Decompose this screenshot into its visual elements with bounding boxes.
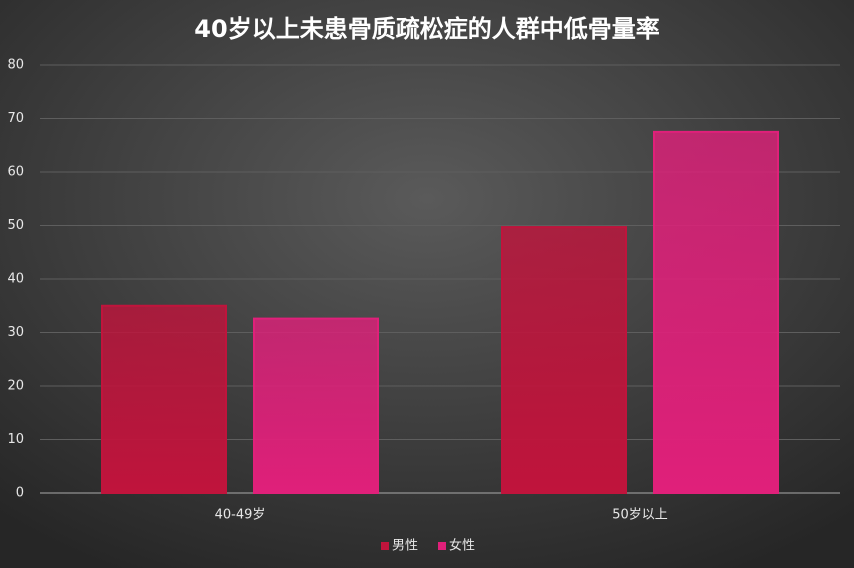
y-tick-label: 0 (16, 486, 24, 501)
y-tick-label: 80 (7, 58, 24, 73)
y-tick-label: 70 (7, 111, 24, 126)
bar (501, 226, 627, 494)
bar (101, 304, 227, 494)
legend-label: 女性 (449, 538, 475, 554)
bar (253, 317, 379, 494)
y-tick-label: 10 (7, 432, 24, 447)
y-tick-label: 50 (7, 218, 24, 233)
y-tick-label: 40 (7, 272, 24, 287)
x-tick-label: 40-49岁 (215, 508, 266, 523)
y-tick-label: 20 (7, 379, 24, 394)
legend-label: 男性 (392, 539, 418, 554)
y-tick-label: 60 (7, 165, 24, 180)
legend-swatch (381, 542, 389, 550)
bar (653, 130, 779, 494)
chart-title: 40岁以上未患骨质疏松症的人群中低骨量率 (194, 15, 659, 43)
y-tick-label: 30 (7, 325, 24, 340)
x-tick-label: 50岁以上 (612, 508, 668, 523)
legend-swatch (438, 542, 446, 550)
